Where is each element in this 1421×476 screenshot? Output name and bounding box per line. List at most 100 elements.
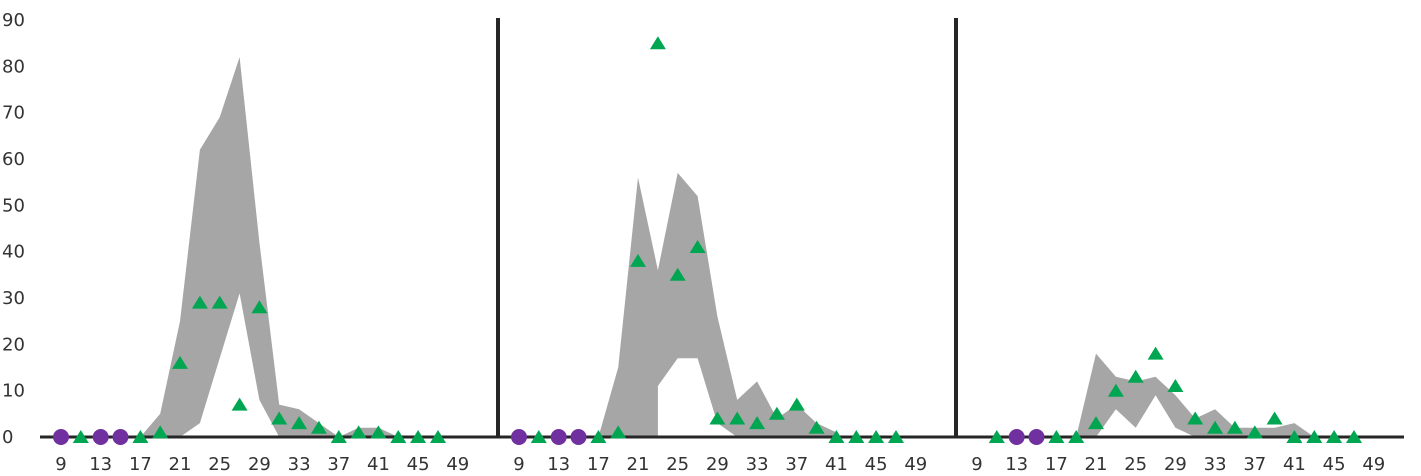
x-tick-label: 49 <box>446 454 469 475</box>
triangle-point <box>172 355 188 369</box>
x-tick-label: 41 <box>367 454 390 475</box>
circle-point <box>511 429 527 445</box>
x-tick-label: 33 <box>1204 454 1227 475</box>
circle-point <box>1008 429 1025 445</box>
markers <box>53 36 1362 445</box>
x-tick-label: 13 <box>1005 454 1028 475</box>
triangle-point <box>1167 379 1184 392</box>
triangle-point <box>390 430 407 443</box>
triangle-point <box>1187 411 1204 425</box>
circle-point <box>570 429 587 445</box>
y-tick-label: 50 <box>2 195 25 216</box>
triangle-point <box>630 253 646 267</box>
x-tick-label: 29 <box>248 454 271 475</box>
circle-point <box>1028 429 1045 445</box>
x-tick-label: 9 <box>971 454 982 475</box>
x-tick-label: 21 <box>169 454 192 475</box>
triangle-point <box>211 295 228 309</box>
triangle-point <box>828 430 845 443</box>
triangle-point <box>848 430 865 443</box>
x-tick-label: 33 <box>288 454 311 475</box>
triangle-point <box>1246 425 1263 439</box>
triangle-point <box>370 425 387 439</box>
x-tick-label: 25 <box>208 454 231 475</box>
triangle-point <box>788 397 805 411</box>
triangle-point <box>808 420 825 434</box>
y-tick-label: 70 <box>2 103 25 124</box>
x-tick-label: 49 <box>904 454 927 475</box>
x-tick-label: 41 <box>825 454 848 475</box>
triangle-point <box>988 430 1005 443</box>
triangle-point <box>1127 369 1144 383</box>
axes <box>40 18 1404 439</box>
x-tick-label: 25 <box>1124 454 1147 475</box>
x-tick-label: 9 <box>55 454 66 475</box>
x-tick-label: 13 <box>547 454 570 475</box>
triangle-point <box>330 430 347 443</box>
band-panel-3 <box>1076 353 1315 437</box>
x-tick-label: 45 <box>1323 454 1346 475</box>
x-tick-label: 17 <box>129 454 152 475</box>
triangle-point <box>1326 430 1343 443</box>
circle-point <box>92 429 109 445</box>
triangle-point <box>1068 430 1085 443</box>
x-tick-label: 41 <box>1283 454 1306 475</box>
x-tick-label: 37 <box>327 454 350 475</box>
x-tick-label: 29 <box>706 454 729 475</box>
y-tick-label: 90 <box>2 10 25 31</box>
x-tick-label: 37 <box>785 454 808 475</box>
x-tick-label: 49 <box>1362 454 1385 475</box>
triangle-point <box>271 411 288 425</box>
triangle-point <box>1266 411 1283 425</box>
tick-labels: 0 10 20 30 40 50 60 70 80 90 9 13 17 21 25 29 33 37 41 45 49… <box>2 10 1385 475</box>
triangle-point <box>590 430 607 443</box>
triangle-point <box>132 430 149 443</box>
y-tick-label: 80 <box>2 56 25 77</box>
x-tick-label: 21 <box>1085 454 1108 475</box>
triangle-point <box>669 267 686 281</box>
triangle-point <box>350 425 367 439</box>
x-tick-label: 17 <box>587 454 610 475</box>
y-tick-label: 30 <box>2 288 25 309</box>
triangle-point <box>251 300 268 314</box>
triangle-point <box>689 240 706 253</box>
triangle-point <box>310 420 327 434</box>
y-tick-label: 40 <box>2 242 25 263</box>
x-tick-label: 45 <box>865 454 888 475</box>
triangle-point <box>152 425 169 439</box>
x-tick-label: 25 <box>666 454 689 475</box>
x-tick-label: 21 <box>627 454 650 475</box>
triangle-point <box>768 406 785 420</box>
triangle-point <box>530 430 547 443</box>
triangle-point <box>1286 430 1303 443</box>
triangle-point <box>1048 430 1065 443</box>
triangle-point <box>430 430 446 443</box>
triangle-point <box>231 397 248 411</box>
y-tick-label: 0 <box>2 427 13 448</box>
x-tick-label: 45 <box>407 454 430 475</box>
x-tick-label: 17 <box>1045 454 1068 475</box>
confidence-bands <box>140 57 1315 437</box>
circle-point <box>112 429 129 445</box>
triangle-point <box>1107 383 1124 397</box>
x-tick-label: 29 <box>1164 454 1187 475</box>
triangle-point <box>72 430 89 443</box>
triangle-point <box>1226 420 1243 434</box>
triangle-point <box>1306 430 1323 443</box>
circle-point <box>53 429 69 445</box>
triangle-point <box>749 416 766 430</box>
triangle-point <box>888 430 904 443</box>
triangle-point <box>868 430 885 443</box>
triangle-point <box>1147 346 1164 360</box>
triangle-point <box>1088 416 1104 430</box>
triangle-point <box>1346 430 1362 443</box>
triangle-point <box>709 411 726 425</box>
y-tick-label: 10 <box>2 381 25 402</box>
triangle-point <box>610 425 627 439</box>
triangle-point <box>729 411 746 425</box>
x-tick-label: 33 <box>746 454 769 475</box>
x-tick-label: 13 <box>89 454 112 475</box>
band-panel-2 <box>598 172 837 437</box>
triangle-point <box>291 416 308 430</box>
